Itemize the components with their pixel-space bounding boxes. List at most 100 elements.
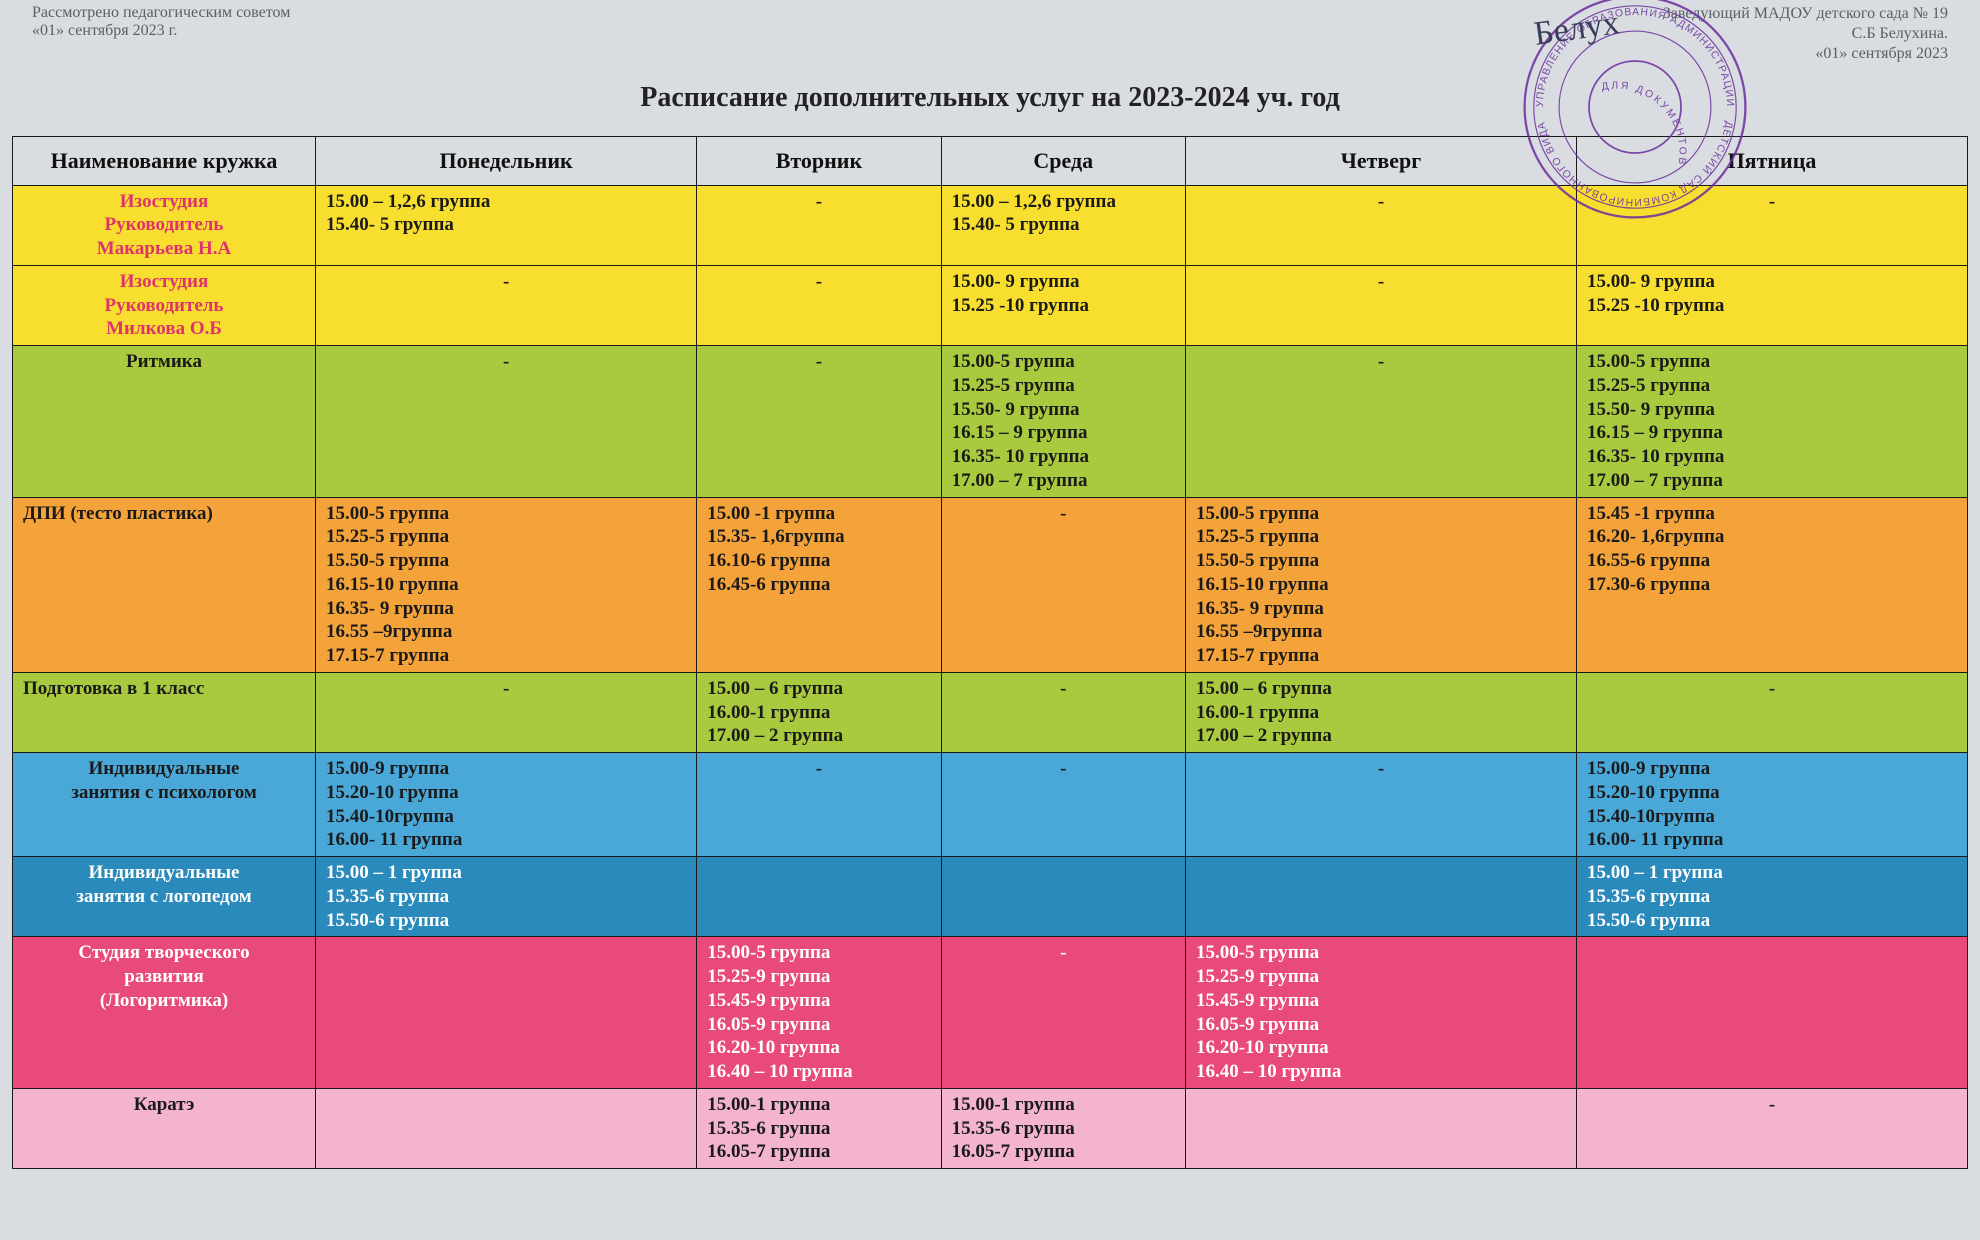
time-slot: 15.00 – 6 группа <box>707 677 930 701</box>
time-slot: 16.00-1 группа <box>707 701 930 725</box>
day-cell <box>316 1088 697 1168</box>
time-slot: 16.20-10 группа <box>1196 1036 1566 1060</box>
time-slot: 15.40-10группа <box>326 805 686 829</box>
day-cell: 15.00 -1 группа15.35- 1,6группа16.10-6 г… <box>697 497 941 672</box>
table-row: Индивидуальныезанятия с логопедом 15.00 –… <box>13 857 1968 937</box>
day-cell: 15.00-9 группа15.20-10 группа15.40-10гру… <box>316 753 697 857</box>
time-slot: 15.25-5 группа <box>326 525 686 549</box>
time-slot: 17.00 – 2 группа <box>1196 724 1566 748</box>
table-row: Каратэ 15.00-1 группа15.35-6 группа16.05… <box>13 1088 1968 1168</box>
time-slot: 15.35-6 группа <box>1587 885 1957 909</box>
day-cell: 15.45 -1 группа16.20- 1,6группа16.55-6 г… <box>1576 497 1967 672</box>
row-name-line: ДПИ (тесто пластика) <box>23 502 305 526</box>
day-cell <box>697 857 941 937</box>
time-slot: 15.40- 5 группа <box>326 213 686 237</box>
time-slot: 15.25 -10 группа <box>1587 294 1957 318</box>
row-name-line: Индивидуальные <box>23 861 305 885</box>
day-cell: - <box>1185 346 1576 498</box>
time-slot: 16.05-7 группа <box>707 1140 930 1164</box>
time-slot: 17.30-6 группа <box>1587 573 1957 597</box>
day-cell: - <box>697 265 941 345</box>
row-name-line: (Логоритмика) <box>23 989 305 1013</box>
row-name: Каратэ <box>13 1088 316 1168</box>
col-mon: Понедельник <box>316 137 697 186</box>
time-slot: 15.40- 5 группа <box>952 213 1175 237</box>
time-slot: 16.05-9 группа <box>707 1013 930 1037</box>
day-cell: - <box>697 346 941 498</box>
time-slot: 16.40 – 10 группа <box>707 1060 930 1084</box>
row-name-line: Изостудия <box>23 190 305 214</box>
day-cell: 15.00 – 1,2,6 группа15.40- 5 группа <box>316 185 697 265</box>
time-slot: 16.00-1 группа <box>1196 701 1566 725</box>
col-tue: Вторник <box>697 137 941 186</box>
header-right-line1: Заведующий МАДОУ детского сада № 19 <box>1663 4 1948 24</box>
table-row: Подготовка в 1 класс-15.00 – 6 группа16.… <box>13 672 1968 752</box>
time-slot: 16.55 –9группа <box>1196 620 1566 644</box>
row-name-line: занятия с психологом <box>23 781 305 805</box>
col-thu: Четверг <box>1185 137 1576 186</box>
time-slot: 17.00 – 7 группа <box>952 469 1175 493</box>
day-cell <box>1185 1088 1576 1168</box>
day-cell <box>941 857 1185 937</box>
time-slot: 16.45-6 группа <box>707 573 930 597</box>
day-cell: - <box>697 185 941 265</box>
day-cell: 15.00-9 группа15.20-10 группа15.40-10гру… <box>1576 753 1967 857</box>
row-name-line: занятия с логопедом <box>23 885 305 909</box>
time-slot: 16.05-9 группа <box>1196 1013 1566 1037</box>
day-cell: 15.00-5 группа15.25-9 группа15.45-9 груп… <box>1185 937 1576 1089</box>
day-cell: - <box>1185 185 1576 265</box>
time-slot: 15.50-5 группа <box>326 549 686 573</box>
time-slot: 15.25-5 группа <box>952 374 1175 398</box>
time-slot: 15.00-1 группа <box>707 1093 930 1117</box>
page-root: Рассмотрено педагогическим советом «01» … <box>0 0 1980 1240</box>
day-cell: 15.00-1 группа15.35-6 группа16.05-7 груп… <box>941 1088 1185 1168</box>
time-slot: 15.35-6 группа <box>326 885 686 909</box>
day-cell: - <box>1185 265 1576 345</box>
time-slot: 15.50-5 группа <box>1196 549 1566 573</box>
time-slot: 17.00 – 7 группа <box>1587 469 1957 493</box>
time-slot: 16.20-10 группа <box>707 1036 930 1060</box>
row-name-line: Подготовка в 1 класс <box>23 677 305 701</box>
time-slot: 15.40-10группа <box>1587 805 1957 829</box>
row-name-line: Ритмика <box>23 350 305 374</box>
day-cell <box>316 937 697 1089</box>
day-cell <box>1185 857 1576 937</box>
time-slot: 15.50- 9 группа <box>952 398 1175 422</box>
time-slot: 15.00 – 6 группа <box>1196 677 1566 701</box>
time-slot: 15.25-5 группа <box>1587 374 1957 398</box>
time-slot: 15.00- 9 группа <box>1587 270 1957 294</box>
day-cell: 15.00 – 1 группа15.35-6 группа15.50-6 гр… <box>1576 857 1967 937</box>
row-name: Подготовка в 1 класс <box>13 672 316 752</box>
row-name: ИзостудияРуководительМилкова О.Б <box>13 265 316 345</box>
table-body: ИзостудияРуководительМакарьева Н.А15.00 … <box>13 185 1968 1169</box>
row-name-line: Макарьева Н.А <box>23 237 305 261</box>
day-cell: 15.00-5 группа15.25-9 группа15.45-9 груп… <box>697 937 941 1089</box>
time-slot: 15.25-9 группа <box>707 965 930 989</box>
time-slot: 15.00-5 группа <box>1587 350 1957 374</box>
row-name: Студия творческогоразвития(Логоритмика) <box>13 937 316 1089</box>
header-right-line2: С.Б Белухина. <box>1663 24 1948 44</box>
row-name-line: Руководитель <box>23 213 305 237</box>
time-slot: 15.35-6 группа <box>707 1117 930 1141</box>
time-slot: 15.00-9 группа <box>1587 757 1957 781</box>
row-name-line: Изостудия <box>23 270 305 294</box>
time-slot: 15.35- 1,6группа <box>707 525 930 549</box>
time-slot: 15.25 -10 группа <box>952 294 1175 318</box>
time-slot: 15.35-6 группа <box>952 1117 1175 1141</box>
day-cell: - <box>941 497 1185 672</box>
time-slot: 16.35- 10 группа <box>1587 445 1957 469</box>
time-slot: 15.45-9 группа <box>707 989 930 1013</box>
day-cell: - <box>1185 753 1576 857</box>
day-cell: 15.00-1 группа15.35-6 группа16.05-7 груп… <box>697 1088 941 1168</box>
day-cell: 15.00- 9 группа15.25 -10 группа <box>941 265 1185 345</box>
time-slot: 16.35- 9 группа <box>326 597 686 621</box>
row-name: ИзостудияРуководительМакарьева Н.А <box>13 185 316 265</box>
day-cell: 15.00-5 группа15.25-5 группа15.50-5 груп… <box>1185 497 1576 672</box>
day-cell: 15.00 – 1 группа15.35-6 группа15.50-6 гр… <box>316 857 697 937</box>
row-name-line: Милкова О.Б <box>23 317 305 341</box>
row-name: ДПИ (тесто пластика) <box>13 497 316 672</box>
time-slot: 16.15-10 группа <box>1196 573 1566 597</box>
time-slot: 16.35- 9 группа <box>1196 597 1566 621</box>
time-slot: 15.50-6 группа <box>326 909 686 933</box>
table-row: Студия творческогоразвития(Логоритмика) … <box>13 937 1968 1089</box>
